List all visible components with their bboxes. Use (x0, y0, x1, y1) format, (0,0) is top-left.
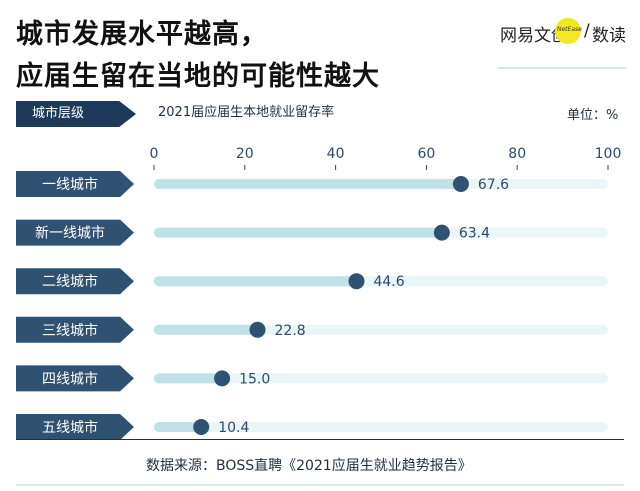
x-tick-label: 60 (417, 146, 435, 162)
tier-header-tag: 城市层级 (16, 101, 136, 127)
title-line-2: 应届生留在当地的可能性越大 (16, 61, 380, 92)
category-tag (16, 268, 134, 295)
brand-underline (498, 67, 626, 69)
value-label: 44.6 (373, 274, 404, 290)
x-tick-label: 0 (150, 146, 159, 162)
category-tag (16, 171, 134, 197)
bar (154, 324, 258, 335)
brand-netease: 网易文创 (500, 26, 568, 46)
category-tag (16, 414, 134, 440)
category-label: 新一线城市 (35, 225, 105, 242)
brand-shudu: 数读 (592, 26, 626, 46)
brand-logo: 网易文创 NetEase / 数读 (500, 18, 640, 52)
x-tick-label: 40 (327, 146, 345, 162)
category-label: 四线城市 (42, 370, 98, 387)
source-divider (16, 439, 624, 440)
x-tick-label: 20 (236, 146, 254, 162)
bar (154, 276, 357, 287)
x-tick-label: 100 (595, 146, 622, 162)
x-tick-label: 80 (508, 146, 526, 162)
bar (154, 227, 442, 238)
bar-track (154, 324, 608, 335)
category-label: 三线城市 (42, 322, 98, 339)
bar-end-dot (433, 224, 450, 241)
bar-track (154, 422, 608, 432)
value-label: 67.6 (478, 177, 509, 193)
bar (154, 373, 223, 384)
category-label: 二线城市 (42, 273, 98, 290)
bar-end-dot (249, 321, 266, 338)
bar (154, 179, 461, 189)
category-tag (16, 316, 134, 343)
category-tag (16, 365, 134, 392)
bar-track (154, 373, 608, 384)
brand-dot-icon (555, 18, 581, 44)
bottom-divider (16, 484, 624, 486)
category-label: 一线城市 (42, 176, 98, 193)
value-label: 10.4 (218, 420, 249, 436)
bar-end-dot (193, 419, 210, 435)
title-line-1: 城市发展水平越高， (16, 19, 268, 50)
bar-end-dot (452, 176, 469, 192)
category-label: 五线城市 (42, 419, 98, 436)
bar (154, 422, 202, 432)
unit-label: 单位：% (567, 108, 619, 123)
brand-slash: / (584, 21, 590, 41)
brand-dot-text: NetEase (557, 26, 582, 33)
value-label: 63.4 (459, 226, 490, 242)
bar-end-dot (214, 370, 231, 387)
category-tag (16, 219, 134, 246)
value-label: 22.8 (275, 323, 306, 339)
source-text: 数据来源：BOSS直聘《2021应届生就业趋势报告》 (146, 458, 472, 474)
value-label: 15.0 (239, 371, 270, 387)
metric-label: 2021届应届生本地就业留存率 (148, 104, 345, 124)
bar-end-dot (348, 273, 365, 290)
